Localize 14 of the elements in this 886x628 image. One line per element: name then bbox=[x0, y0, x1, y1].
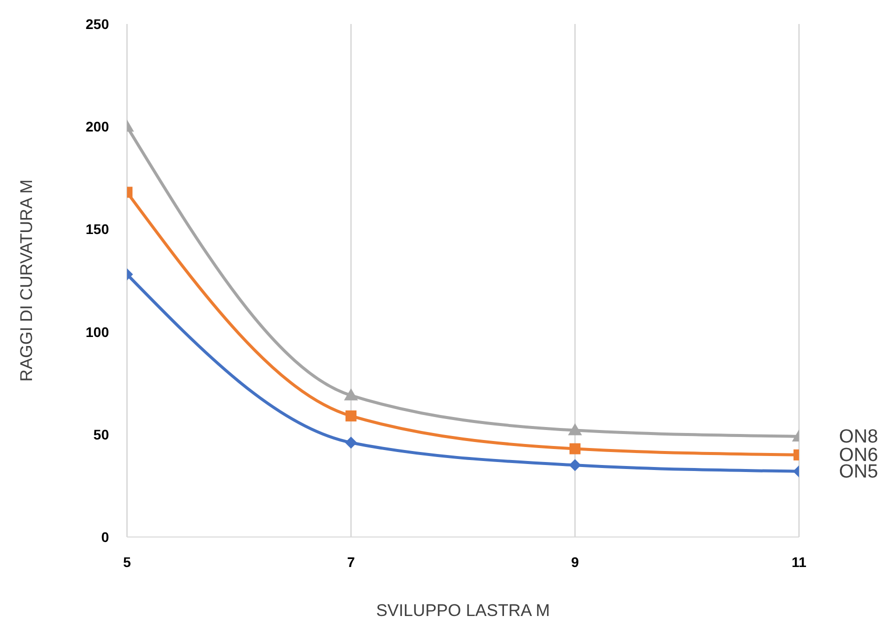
x-tick-label: 11 bbox=[792, 554, 807, 570]
x-tick-label: 9 bbox=[571, 554, 580, 570]
x-axis-title: SVILUPPO LASTRA M bbox=[376, 601, 550, 620]
y-tick-label: 250 bbox=[86, 16, 110, 32]
x-tick-label: 7 bbox=[347, 554, 356, 570]
y-tick-label: 100 bbox=[86, 324, 110, 340]
y-tick-label: 150 bbox=[86, 221, 110, 238]
y-axis-title: RAGGI DI CURVATURA M bbox=[17, 179, 36, 382]
y-tick-label: 0 bbox=[101, 528, 110, 545]
y-tick-label: 50 bbox=[93, 426, 110, 442]
y-tick-label: 200 bbox=[86, 118, 110, 135]
x-tick-label: 5 bbox=[123, 554, 132, 570]
series-label: ON5 bbox=[839, 461, 878, 482]
series-label: ON8 bbox=[839, 426, 878, 448]
